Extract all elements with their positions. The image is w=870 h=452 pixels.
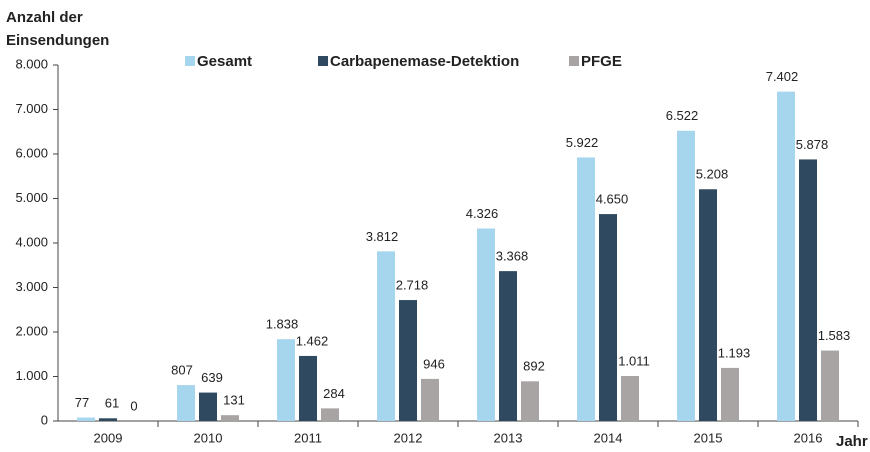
bar: [221, 415, 239, 421]
value-label: 4.650: [596, 192, 629, 207]
value-label: 7.402: [766, 69, 799, 84]
value-label: 1.193: [718, 345, 751, 360]
bar: [321, 408, 339, 421]
bar: [821, 350, 839, 421]
value-label: 1.838: [266, 317, 299, 332]
value-label: 639: [201, 370, 223, 385]
y-tick-label: 0: [41, 412, 48, 427]
bar: [499, 271, 517, 421]
value-label: 946: [423, 356, 445, 371]
y-tick-label: 2.000: [15, 323, 48, 338]
legend-label: PFGE: [581, 53, 622, 70]
y-axis-label: Einsendungen: [6, 32, 109, 49]
y-tick-label: 6.000: [15, 145, 48, 160]
value-label: 4.326: [466, 206, 499, 221]
value-label: 1.462: [296, 333, 329, 348]
legend-swatch: [569, 56, 579, 66]
value-label: 131: [223, 393, 245, 408]
bar: [199, 392, 217, 421]
y-tick-label: 5.000: [15, 190, 48, 205]
y-tick-label: 8.000: [15, 56, 48, 71]
bar: [699, 189, 717, 421]
x-tick-label: 2016: [794, 430, 823, 445]
x-tick-label: 2011: [294, 430, 322, 445]
y-tick-label: 4.000: [15, 234, 48, 249]
y-tick-label: 1.000: [15, 368, 48, 383]
bar: [677, 130, 695, 421]
x-tick-label: 2014: [594, 430, 623, 445]
value-label: 284: [323, 386, 345, 401]
legend-label: Gesamt: [197, 53, 252, 70]
bar: [599, 214, 617, 421]
y-axis-label: Anzahl der: [6, 9, 83, 26]
legend-swatch: [318, 56, 328, 66]
bar: [77, 417, 95, 421]
x-tick-label: 2013: [494, 430, 523, 445]
legend-swatch: [185, 56, 195, 66]
bar: [777, 91, 795, 422]
value-label: 5.208: [696, 167, 729, 182]
value-label: 6.522: [666, 108, 699, 123]
value-label: 61: [105, 396, 119, 411]
bar: [177, 385, 195, 421]
bar: [621, 376, 639, 421]
bar: [399, 300, 417, 421]
value-label: 0: [130, 398, 137, 413]
x-tick-label: 2015: [694, 430, 723, 445]
x-tick-label: 2009: [94, 430, 123, 445]
y-tick-label: 3.000: [15, 279, 48, 294]
value-label: 1.011: [618, 353, 650, 368]
bar: [377, 251, 395, 421]
bar: [577, 157, 595, 421]
value-label: 5.878: [796, 137, 829, 152]
value-label: 807: [171, 363, 193, 378]
bar: [277, 339, 295, 421]
bar: [721, 367, 739, 421]
bar: [521, 381, 539, 421]
bar: [299, 355, 317, 421]
bar: [477, 228, 495, 421]
value-label: 77: [75, 395, 89, 410]
bar: [421, 378, 439, 421]
value-label: 3.812: [366, 229, 399, 244]
value-label: 892: [523, 359, 545, 374]
x-axis-label: Jahr: [836, 433, 868, 450]
x-tick-label: 2012: [394, 430, 423, 445]
bar: [799, 159, 817, 421]
value-label: 3.368: [496, 249, 529, 264]
legend-label: Carbapenemase-Detektion: [330, 53, 519, 70]
value-label: 1.583: [818, 328, 851, 343]
x-tick-label: 2010: [194, 430, 223, 445]
value-label: 5.922: [566, 135, 599, 150]
y-tick-label: 7.000: [15, 101, 48, 116]
value-label: 2.718: [396, 277, 429, 292]
bar: [99, 418, 117, 421]
